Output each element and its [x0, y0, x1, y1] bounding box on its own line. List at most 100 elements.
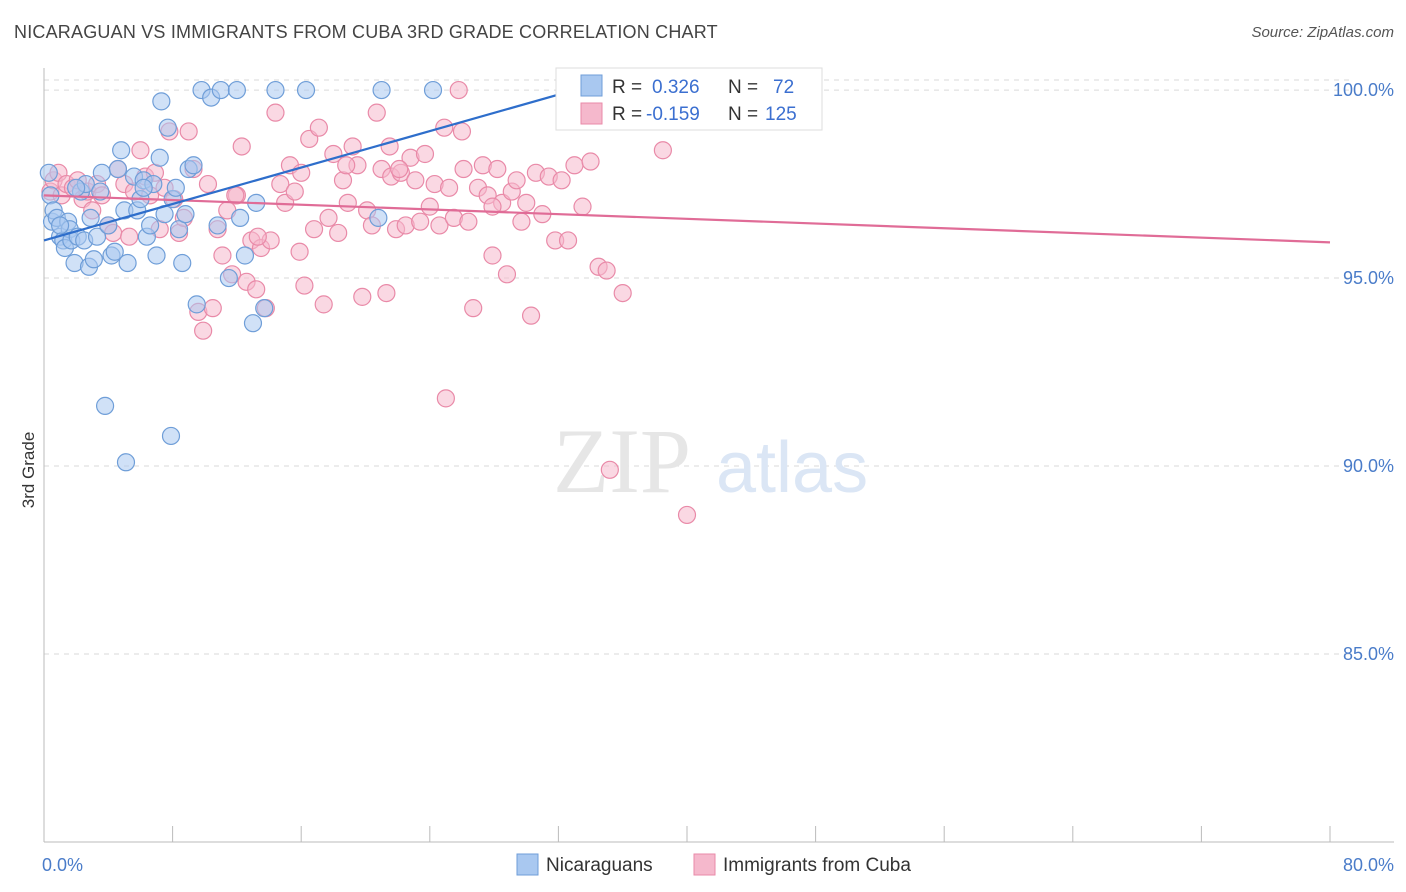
stats-r-label-pink: R =	[612, 104, 642, 125]
series-immigrants-from-cuba-points	[41, 80, 697, 525]
y-tick-label: 85.0%	[1343, 644, 1394, 664]
data-point	[406, 171, 425, 190]
data-point	[271, 174, 290, 194]
data-point	[266, 103, 285, 122]
data-point	[134, 178, 153, 197]
stats-r-value-blue: 0.326	[652, 77, 700, 98]
data-point	[120, 227, 139, 246]
stats-n-label-blue: N =	[728, 77, 758, 98]
data-point	[314, 295, 333, 314]
data-point	[558, 231, 578, 250]
data-point	[166, 178, 185, 197]
data-point	[333, 171, 353, 190]
data-point	[266, 80, 285, 100]
data-point	[208, 216, 227, 235]
data-point	[459, 212, 478, 231]
data-point	[108, 159, 128, 179]
chart-title: NICARAGUAN VS IMMIGRANTS FROM CUBA 3RD G…	[14, 22, 718, 42]
data-point	[187, 295, 206, 314]
data-point	[211, 80, 230, 100]
data-point	[169, 220, 189, 239]
data-point	[353, 287, 372, 306]
data-point	[203, 299, 222, 318]
data-point	[235, 246, 255, 265]
data-point	[483, 246, 502, 265]
data-point	[507, 171, 526, 190]
data-point	[173, 253, 192, 273]
tick-labels: 85.0% 90.0% 95.0% 100.0% 0.0% 80.0%	[42, 80, 1394, 875]
stats-n-value-blue: 72	[773, 77, 794, 98]
data-point	[118, 253, 137, 273]
data-point	[194, 321, 213, 340]
data-point	[105, 242, 124, 261]
trend-lines	[43, 89, 1331, 244]
legend-swatch-nicaraguans	[516, 853, 539, 876]
data-point	[512, 212, 531, 231]
data-point	[600, 460, 619, 479]
source-credit: Source: ZipAtlas.com	[1251, 24, 1394, 41]
x-tick-label: 0.0%	[42, 855, 83, 875]
data-point	[112, 141, 131, 160]
data-point	[219, 268, 238, 288]
data-point	[304, 220, 324, 239]
data-point	[464, 299, 483, 318]
legend: Nicaraguans Immigrants from Cuba	[516, 853, 911, 876]
legend-swatch-immigrants-from-cuba	[693, 853, 716, 876]
data-point	[439, 178, 459, 197]
data-point	[415, 144, 435, 164]
grid-lines	[44, 79, 1350, 655]
y-tick-label: 100.0%	[1333, 80, 1394, 100]
data-point	[597, 261, 616, 280]
data-point	[91, 182, 110, 201]
data-point	[147, 246, 166, 265]
stats-swatch-blue	[580, 74, 603, 97]
data-point	[653, 141, 672, 160]
data-point	[390, 159, 409, 179]
data-point	[372, 80, 391, 100]
data-point	[152, 92, 171, 111]
watermark-atlas: atlas	[716, 428, 868, 508]
data-point	[227, 80, 246, 100]
correlation-stats-box: R = 0.326 N = 72 R = -0.159 N = 125	[555, 67, 823, 131]
data-point	[369, 208, 388, 228]
data-point	[87, 227, 107, 246]
data-point	[67, 178, 86, 197]
data-point	[290, 242, 309, 261]
legend-label-immigrants-from-cuba: Immigrants from Cuba	[723, 855, 911, 876]
watermark-zip: ZIP	[553, 410, 691, 512]
data-point	[84, 250, 103, 269]
data-point	[131, 141, 150, 160]
data-point	[285, 182, 304, 201]
trend-line-immigrants-from-cuba	[43, 194, 1331, 244]
data-point	[613, 283, 632, 303]
data-point	[565, 156, 584, 175]
data-point	[517, 193, 536, 212]
watermark: ZIP atlas	[553, 410, 868, 512]
data-point	[39, 163, 58, 182]
data-point	[213, 246, 232, 265]
data-point	[338, 193, 357, 212]
data-point	[248, 227, 267, 246]
data-point	[423, 80, 443, 100]
stats-r-value-pink: -0.159	[646, 104, 700, 125]
data-point	[295, 276, 314, 295]
data-point	[243, 314, 263, 333]
data-point	[176, 205, 195, 224]
data-point	[296, 80, 316, 100]
data-point	[198, 174, 218, 194]
data-point	[521, 306, 541, 325]
data-point	[50, 216, 70, 235]
data-point	[581, 152, 600, 171]
data-point	[81, 208, 100, 228]
trend-line-nicaraguans	[43, 89, 575, 242]
data-point	[677, 505, 697, 525]
data-point	[158, 118, 177, 137]
data-point	[337, 156, 356, 175]
data-point	[150, 148, 169, 167]
data-point	[116, 453, 136, 472]
data-point	[449, 80, 468, 100]
y-tick-label: 95.0%	[1343, 268, 1394, 288]
data-point	[573, 197, 592, 216]
data-point	[319, 208, 338, 228]
